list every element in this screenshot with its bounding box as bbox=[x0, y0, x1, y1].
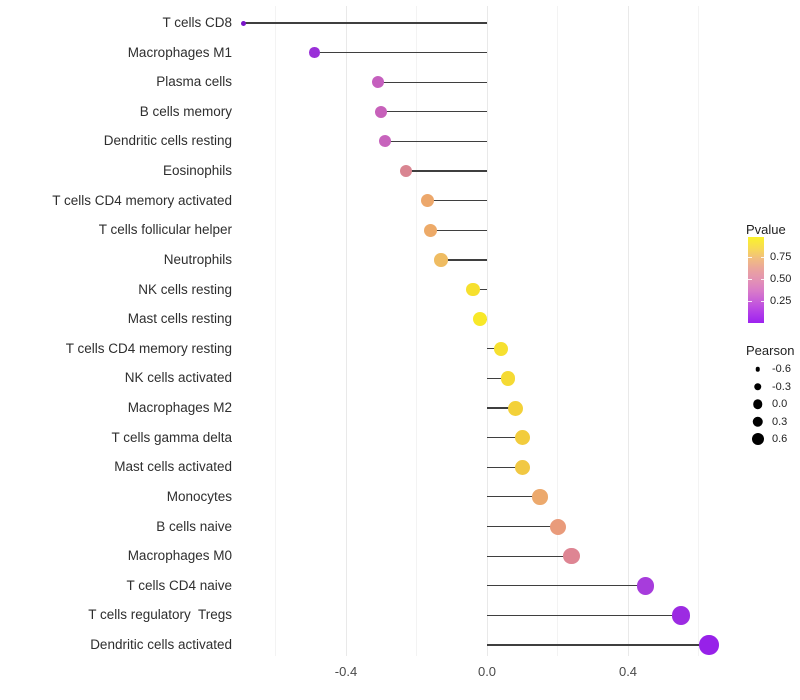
y-axis-label: T cells CD8 bbox=[162, 15, 232, 30]
size-legend-label: 0.0 bbox=[772, 398, 788, 410]
lollipop-stem bbox=[487, 525, 558, 528]
y-axis-label: Mast cells activated bbox=[114, 459, 232, 475]
pvalue-colorbar bbox=[748, 237, 764, 323]
data-point-dot bbox=[371, 76, 384, 89]
lollipop-stem bbox=[441, 259, 487, 261]
size-legend-label: 0.3 bbox=[772, 415, 788, 428]
data-point-dot bbox=[563, 547, 580, 565]
size-legend-dot bbox=[753, 382, 762, 391]
gridline-0.6 bbox=[698, 6, 699, 656]
data-point-dot bbox=[420, 194, 434, 208]
y-axis-label: Macrophages M2 bbox=[127, 400, 232, 416]
data-point-dot bbox=[507, 400, 523, 416]
size-legend-label: -0.3 bbox=[772, 380, 791, 393]
gridline--0.2 bbox=[416, 6, 417, 656]
gridline--0.4 bbox=[345, 6, 347, 656]
y-axis-label: NK cells resting bbox=[138, 281, 232, 297]
data-point-dot bbox=[424, 223, 438, 237]
colorbar-tick-label: 0.50 bbox=[770, 272, 792, 285]
y-axis-label: T cells CD4 memory activated bbox=[52, 192, 232, 208]
y-axis-label: Mast cells resting bbox=[127, 311, 232, 327]
colorbar-tick-label: 0.25 bbox=[770, 294, 792, 307]
y-axis-label: NK cells activated bbox=[124, 370, 232, 386]
y-axis-label: B cells memory bbox=[139, 103, 232, 119]
data-point-dot bbox=[493, 341, 509, 357]
size-legend-dot bbox=[751, 433, 764, 445]
pearson-legend-title: Pearson bbox=[746, 343, 795, 358]
y-axis-label: T cells follicular helper bbox=[98, 222, 232, 238]
pvalue-legend-title: Pvalue bbox=[746, 222, 786, 237]
y-axis-label: Dendritic cells resting bbox=[103, 133, 232, 149]
lollipop-stem bbox=[384, 140, 487, 143]
colorbar-tick-mark bbox=[760, 256, 764, 258]
lollipop-stem bbox=[405, 170, 487, 172]
data-point-dot bbox=[636, 577, 655, 595]
data-point-dot bbox=[375, 105, 388, 118]
lollipop-stem bbox=[487, 377, 509, 379]
colorbar-tick-label: 0.75 bbox=[770, 250, 792, 263]
colorbar-tick-mark bbox=[748, 300, 752, 302]
data-point-dot bbox=[549, 518, 566, 535]
colorbar-tick-mark bbox=[760, 300, 764, 302]
data-point-dot bbox=[671, 606, 691, 625]
data-point-dot bbox=[434, 253, 448, 267]
data-point-dot bbox=[241, 20, 247, 26]
data-point-dot bbox=[514, 430, 530, 446]
data-point-dot bbox=[472, 312, 487, 327]
data-point-dot bbox=[378, 135, 391, 148]
size-legend-label: -0.6 bbox=[772, 363, 791, 375]
data-point-dot bbox=[399, 164, 413, 178]
lollipop-stem bbox=[487, 437, 523, 439]
lollipop-stem bbox=[314, 52, 487, 54]
data-point-dot bbox=[500, 371, 516, 386]
lollipop-stem bbox=[487, 496, 540, 498]
gridline--0.6 bbox=[275, 6, 276, 656]
y-axis-label: T cells gamma delta bbox=[111, 429, 232, 445]
data-point-dot bbox=[309, 47, 320, 58]
y-axis-label: Monocytes bbox=[166, 488, 232, 504]
gridline-0 bbox=[486, 6, 488, 656]
lollipop-stem bbox=[487, 466, 523, 468]
size-legend-dot bbox=[752, 416, 763, 427]
lollipop-stem bbox=[487, 644, 710, 646]
data-point-dot bbox=[532, 489, 548, 505]
data-point-dot bbox=[466, 282, 480, 297]
data-point-dot bbox=[699, 635, 719, 655]
lollipop-stem bbox=[377, 81, 487, 83]
y-axis-label: Neutrophils bbox=[163, 251, 232, 267]
x-axis-tick-label: 0.4 bbox=[618, 664, 638, 679]
y-axis-label: Macrophages M1 bbox=[127, 44, 232, 60]
lollipop-stem bbox=[381, 111, 487, 113]
size-legend-label: 0.6 bbox=[772, 433, 788, 445]
lollipop-stem bbox=[427, 200, 487, 202]
y-axis-label: Eosinophils bbox=[162, 163, 232, 179]
gridline-0.4 bbox=[627, 6, 629, 656]
colorbar-tick-mark bbox=[748, 256, 752, 258]
size-legend-dot bbox=[752, 399, 763, 409]
lollipop-stem bbox=[487, 555, 572, 557]
gridline-0.2 bbox=[557, 6, 558, 656]
colorbar-tick-mark bbox=[760, 278, 764, 280]
x-axis-tick-label: -0.4 bbox=[334, 664, 358, 679]
lollipop-stem bbox=[487, 407, 516, 409]
y-axis-label: Plasma cells bbox=[156, 74, 232, 90]
lollipop-stem bbox=[430, 229, 487, 231]
lollipop-stem bbox=[487, 585, 646, 587]
y-axis-label: Macrophages M0 bbox=[127, 548, 232, 564]
lollipop-stem bbox=[243, 22, 487, 24]
data-point-dot bbox=[514, 459, 530, 475]
y-axis-label: Dendritic cells activated bbox=[90, 636, 232, 652]
y-axis-label: T cells CD4 memory resting bbox=[65, 340, 232, 356]
y-axis-label: T cells regulatory Tregs bbox=[88, 607, 232, 623]
lollipop-stem bbox=[472, 288, 487, 291]
x-axis-tick-label: 0.0 bbox=[477, 664, 497, 679]
colorbar-tick-mark bbox=[748, 278, 752, 280]
lollipop-stem bbox=[487, 614, 681, 616]
y-axis-label: B cells naive bbox=[156, 518, 232, 534]
size-legend-dot bbox=[755, 366, 760, 372]
y-axis-label: T cells CD4 naive bbox=[126, 577, 232, 593]
